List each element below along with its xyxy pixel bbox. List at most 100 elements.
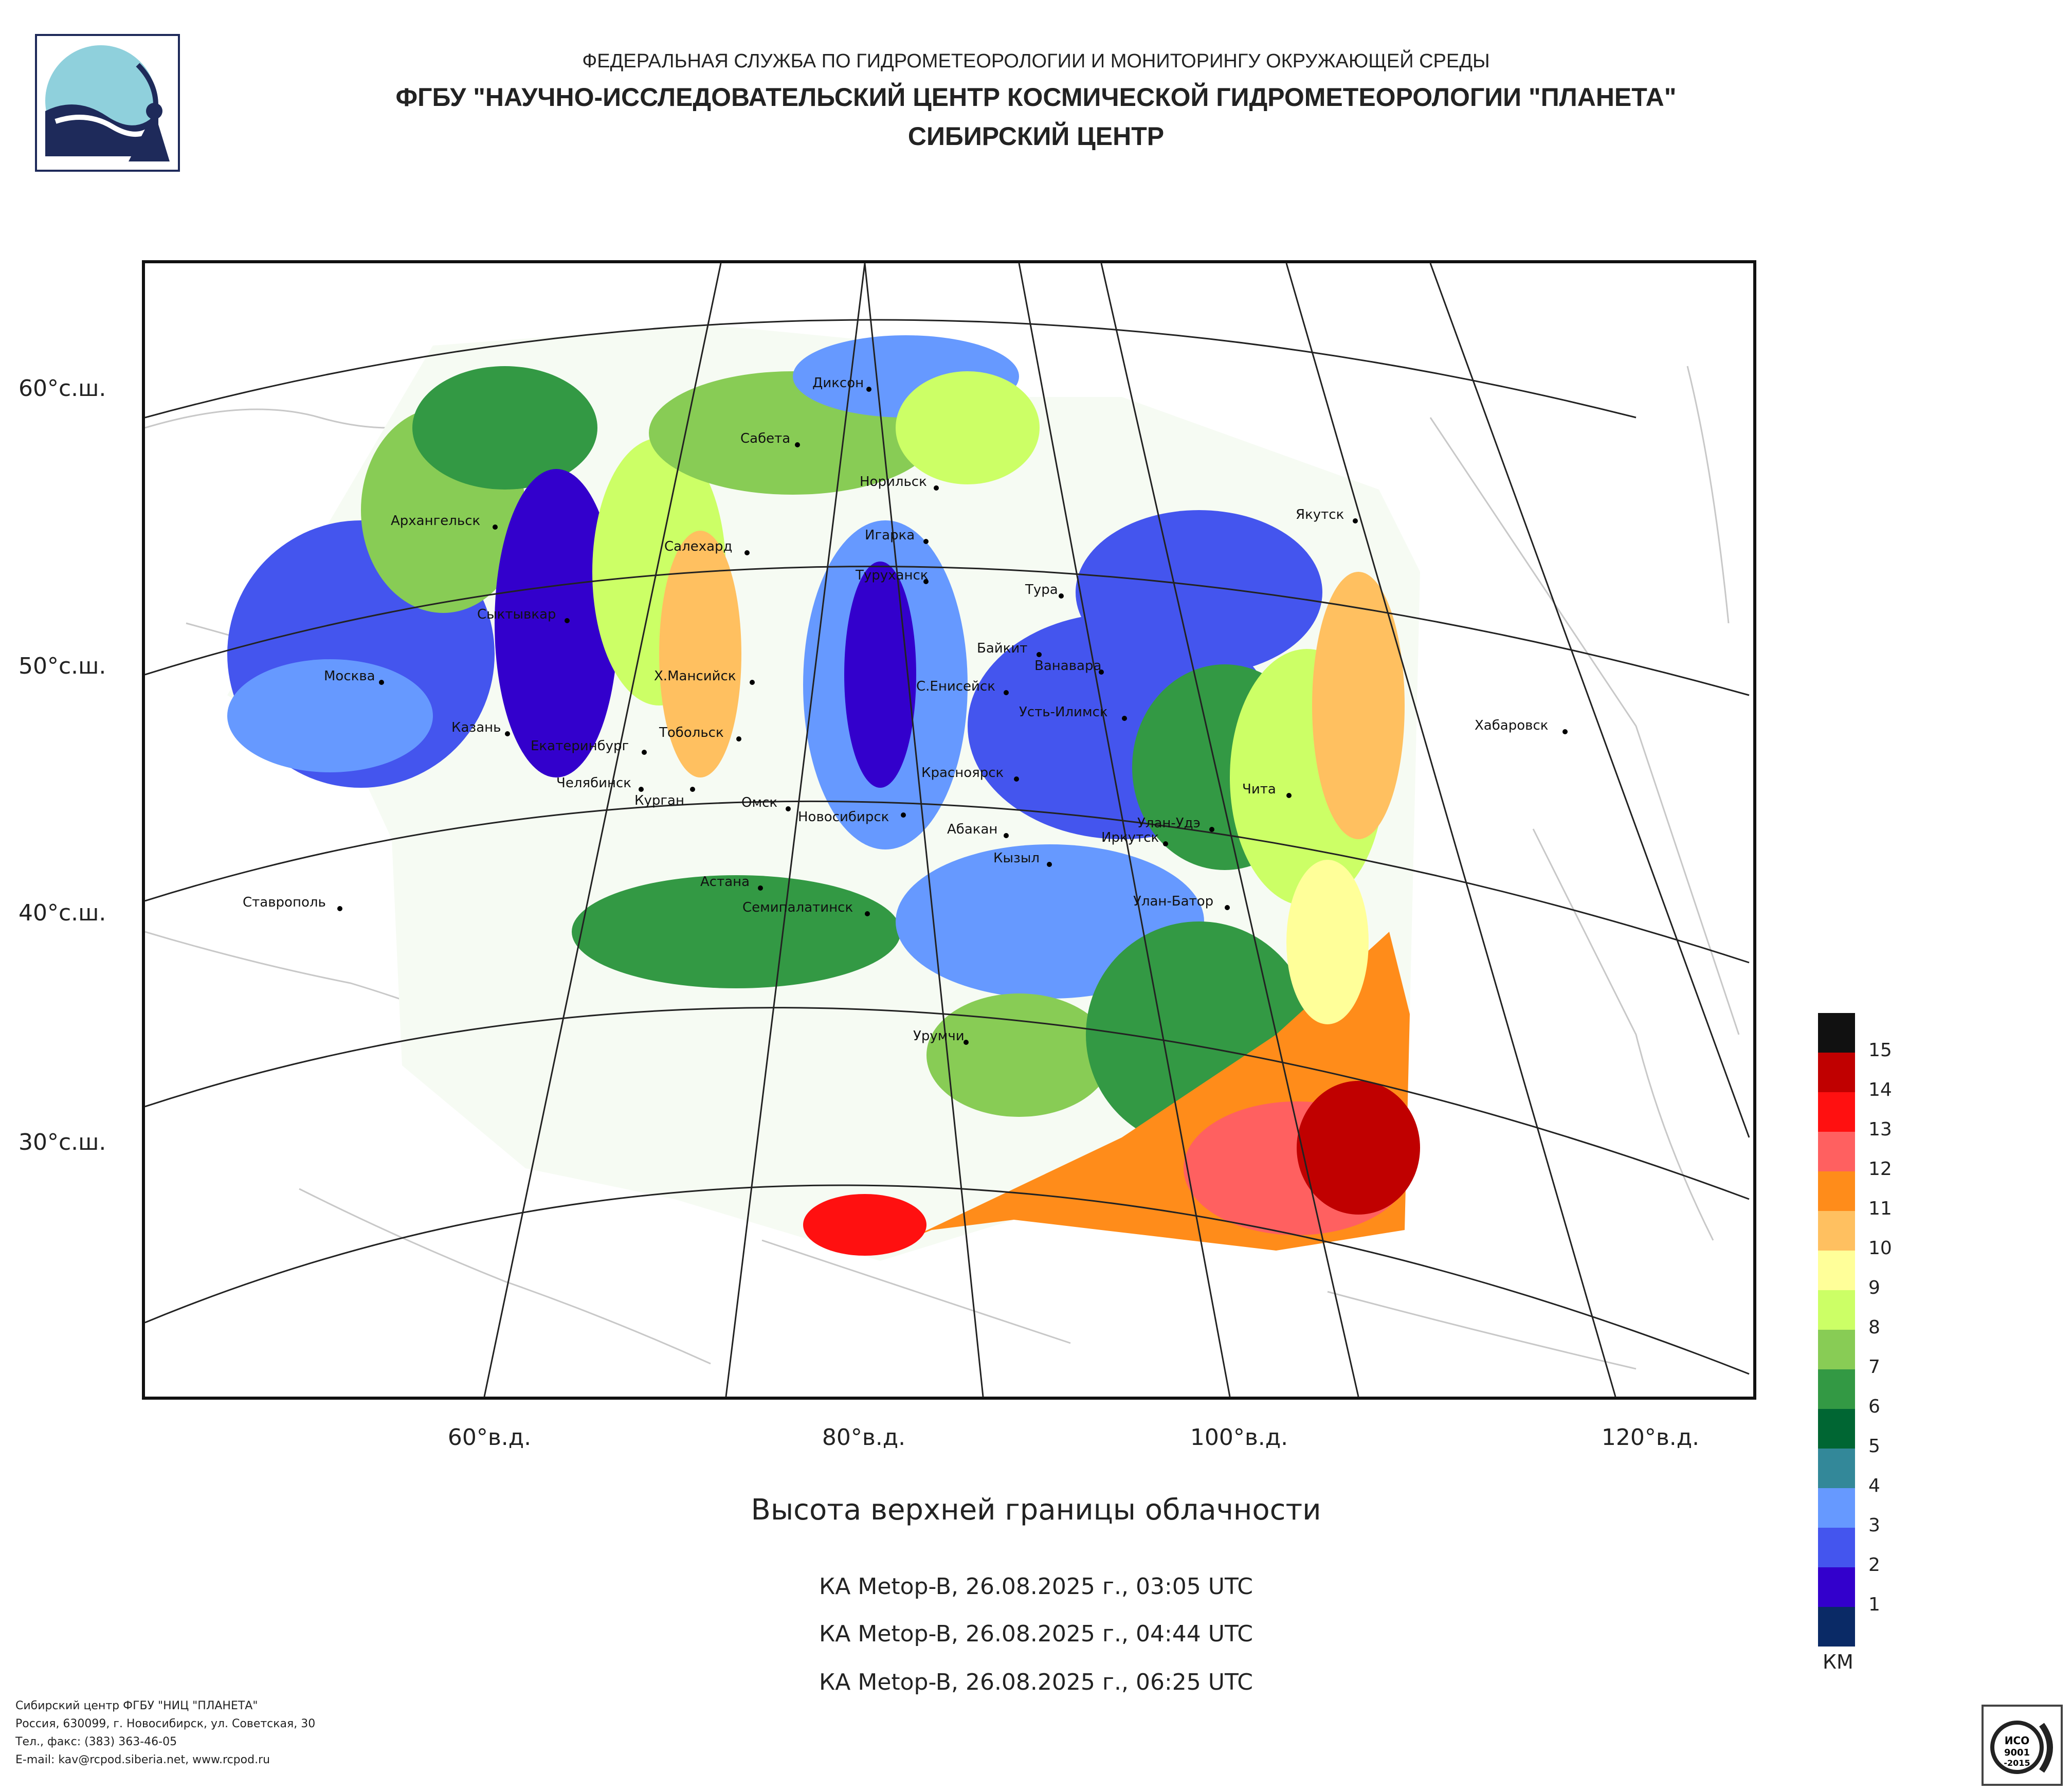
legend-swatch: [1818, 1449, 1855, 1488]
city-label: Норильск: [860, 474, 927, 490]
city-label: Улан-Удэ: [1137, 816, 1201, 831]
city-marker: [1562, 729, 1568, 734]
lon-label: 120°в.д.: [1601, 1424, 1700, 1451]
city-label: Архангельск: [391, 513, 481, 529]
header-center: СИБИРСКИЙ ЦЕНТР: [907, 122, 1165, 151]
city-label: Астана: [700, 874, 750, 890]
city-label: Х.Мансийск: [654, 668, 736, 684]
legend-value: 9: [1868, 1277, 1880, 1298]
iso-certification-icon: ИСО 9001 -2015: [1982, 1705, 2063, 1786]
city-label: Омск: [741, 795, 778, 810]
legend-swatch: [1818, 1092, 1855, 1132]
city-label: Семипалатинск: [742, 900, 853, 915]
legend-swatch: [1818, 1251, 1855, 1290]
city-label: Туруханск: [856, 568, 929, 583]
legend-swatch: [1818, 1211, 1855, 1251]
city-marker: [923, 579, 929, 584]
city-marker: [795, 442, 800, 447]
city-marker: [1353, 518, 1358, 523]
legend-value: 2: [1868, 1554, 1880, 1576]
city-label: Улан-Батор: [1133, 894, 1214, 909]
footer-line: Сибирский центр ФГБУ "НИЦ "ПЛАНЕТА": [15, 1699, 258, 1712]
lon-label: 80°в.д.: [822, 1424, 906, 1451]
legend-value: 4: [1868, 1475, 1880, 1496]
city-marker: [565, 618, 570, 623]
city-label: Чита: [1242, 782, 1276, 797]
legend-swatch: [1818, 1053, 1855, 1092]
city-marker: [1163, 841, 1168, 846]
legend-unit: КМ: [1823, 1651, 1853, 1673]
city-label: Игарка: [865, 528, 915, 543]
satellite-pass: КА Metop-B, 26.08.2025 г., 03:05 UTC: [819, 1573, 1253, 1600]
legend-swatch: [1818, 1488, 1855, 1528]
city-marker: [1059, 593, 1064, 599]
city-marker: [1209, 827, 1214, 832]
legend-swatch: [1818, 1013, 1855, 1053]
legend-value: 11: [1868, 1198, 1892, 1219]
lat-label: 60°с.ш.: [19, 375, 106, 402]
legend-value: 15: [1868, 1040, 1892, 1061]
legend-value: 14: [1868, 1079, 1892, 1100]
city-marker: [866, 387, 871, 392]
city-marker: [744, 550, 750, 555]
city-marker: [736, 736, 741, 741]
city-label: Якутск: [1296, 507, 1344, 522]
legend-value: 13: [1868, 1119, 1892, 1140]
city-label: Сабета: [740, 431, 791, 446]
legend-value: 3: [1868, 1515, 1880, 1536]
city-marker: [923, 539, 929, 544]
legend-swatch: [1818, 1528, 1855, 1567]
legend-value: 8: [1868, 1317, 1880, 1338]
footer-line: Тел., факс: (383) 363-46-05: [15, 1735, 177, 1748]
city-marker: [750, 680, 755, 685]
city-label: Абакан: [947, 822, 998, 837]
legend-value: 5: [1868, 1436, 1880, 1457]
city-label: Ванавара: [1034, 658, 1102, 674]
city-marker: [1225, 905, 1230, 910]
footer-contacts: Сибирский центр ФГБУ "НИЦ "ПЛАНЕТА" Росс…: [15, 1697, 315, 1769]
svg-text:-2015: -2015: [2004, 1758, 2030, 1768]
city-label: Сыктывкар: [477, 607, 556, 622]
footer-line: Россия, 630099, г. Новосибирск, ул. Сове…: [15, 1717, 316, 1730]
legend-swatch: [1818, 1330, 1855, 1369]
legend-swatch: [1818, 1369, 1855, 1409]
city-label: Байкит: [977, 641, 1028, 656]
city-marker: [1014, 776, 1019, 782]
city-label: Диксон: [812, 375, 864, 391]
footer-line: E-mail: kav@rcpod.siberia.net, www.rcpod…: [15, 1753, 270, 1766]
legend-swatch: [1818, 1290, 1855, 1330]
city-marker: [379, 680, 384, 685]
lat-label: 30°с.ш.: [19, 1129, 106, 1155]
city-label: Москва: [324, 668, 375, 684]
legend-value: 10: [1868, 1238, 1892, 1259]
city-label: Тура: [1025, 582, 1058, 598]
city-marker: [1047, 862, 1052, 867]
city-marker: [1004, 690, 1009, 695]
legend-value: 6: [1868, 1396, 1880, 1417]
city-marker: [1099, 670, 1104, 675]
city-marker: [758, 885, 763, 891]
lat-label: 40°с.ш.: [19, 900, 106, 926]
city-label: Курган: [634, 793, 684, 808]
city-marker: [690, 787, 695, 792]
city-label: Ставрополь: [243, 895, 326, 910]
map-title: Высота верхней границы облачности: [751, 1493, 1321, 1527]
legend-value: 12: [1868, 1159, 1892, 1180]
city-label: Усть-Илимск: [1019, 704, 1108, 720]
city-label: Иркутск: [1101, 830, 1159, 845]
map-canvas: [145, 263, 1750, 1397]
city-marker: [642, 750, 647, 755]
city-marker: [1004, 833, 1009, 838]
city-marker: [901, 812, 906, 818]
city-marker: [337, 906, 342, 911]
city-label: Хабаровск: [1475, 718, 1549, 733]
cloud-swath: [227, 325, 1420, 1261]
legend-swatch: [1818, 1171, 1855, 1211]
planeta-logo-icon: [35, 34, 180, 172]
lat-label: 50°с.ш.: [19, 653, 106, 679]
header-institute: ФГБУ "НАУЧНО-ИССЛЕДОВАТЕЛЬСКИЙ ЦЕНТР КОС…: [395, 83, 1677, 112]
city-marker: [786, 806, 791, 811]
lon-label: 100°в.д.: [1190, 1424, 1288, 1451]
cloud-top-height-map: Диксон Сабета Норильск Якутск Архангельс…: [142, 260, 1756, 1400]
header-agency: ФЕДЕРАЛЬНАЯ СЛУЖБА ПО ГИДРОМЕТЕОРОЛОГИИ …: [582, 50, 1490, 72]
